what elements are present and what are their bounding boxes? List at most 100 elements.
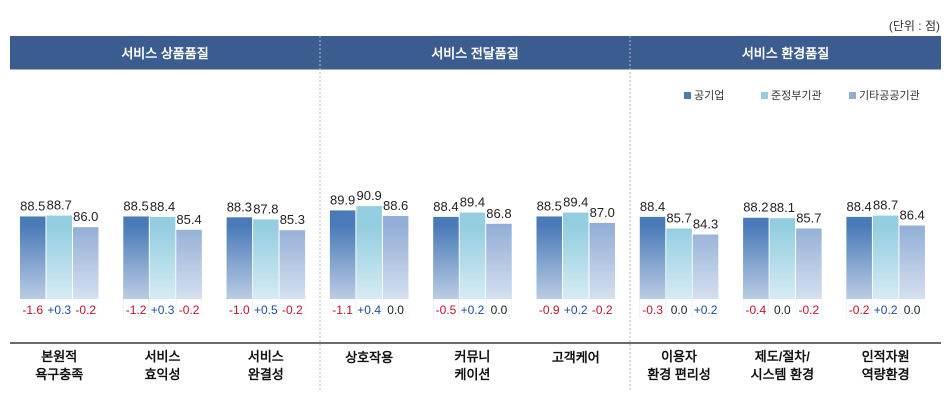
legend-label: 준정부기관 xyxy=(771,89,822,102)
difference-box xyxy=(123,299,149,319)
difference-label: 0.0 xyxy=(904,303,921,317)
difference-label: +0.3 xyxy=(47,303,71,317)
category-label: 상호작용 xyxy=(345,350,393,365)
bar-value-label: 88.3 xyxy=(227,199,252,214)
difference-label: 0.0 xyxy=(671,303,688,317)
bar-value-label: 89.4 xyxy=(460,195,485,210)
difference-label: -0.3 xyxy=(642,303,663,317)
section-headers: 서비스 상품품질 서비스 전달품질 서비스 환경품질 xyxy=(10,36,941,71)
difference-label: -1.0 xyxy=(229,303,250,317)
section-header-bg xyxy=(320,36,630,70)
difference-box xyxy=(356,299,382,319)
difference-label: +0.2 xyxy=(564,303,588,317)
section-header-bg xyxy=(630,36,941,70)
legend: 공기업 준정부기관 기타공공기관 xyxy=(684,89,920,102)
difference-labels: -1.6 +0.3 -0.2 -1.2 +0.3 -0.2 -1.0 +0.5 -0.2 -1.1… xyxy=(20,299,925,319)
value-labels: 88.5 88.786.088.5 88.485.488.3 87.885.389.9… xyxy=(20,188,925,231)
difference-box xyxy=(73,299,99,319)
difference-box xyxy=(589,299,615,319)
difference-label: -1.6 xyxy=(22,303,43,317)
difference-box xyxy=(433,299,459,319)
bar-value-label: 88.5 xyxy=(123,198,148,213)
bar-value-label: 87.0 xyxy=(590,205,615,220)
category-label: 케이션 xyxy=(455,367,491,382)
difference-label: -0.2 xyxy=(282,303,303,317)
difference-box xyxy=(149,299,176,319)
category-label: 환경 편리성 xyxy=(647,367,710,382)
bar-value-label: 88.7 xyxy=(873,198,898,213)
difference-label: -0.2 xyxy=(799,303,820,317)
bar-value-label: 89.4 xyxy=(563,195,588,210)
difference-box xyxy=(20,299,46,319)
difference-label: 0.0 xyxy=(491,303,508,317)
difference-box xyxy=(872,299,899,319)
unit-note: (단위 : 점) xyxy=(888,19,940,33)
difference-box xyxy=(692,299,719,319)
difference-label: +0.5 xyxy=(254,303,278,317)
category-label: 이용자 xyxy=(661,349,697,364)
bar-value-label: 85.4 xyxy=(176,212,201,227)
category-label: 서비스 xyxy=(145,349,181,364)
bar-value-label: 90.9 xyxy=(356,188,381,203)
category-label: 역량환경 xyxy=(862,367,910,382)
difference-label: +0.3 xyxy=(151,303,175,317)
bar-value-label: 88.5 xyxy=(537,198,562,213)
bar-value-label: 84.3 xyxy=(693,217,718,232)
difference-box xyxy=(253,299,279,319)
category-label: 욕구충족 xyxy=(35,367,83,382)
difference-label: -0.2 xyxy=(179,303,200,317)
difference-box xyxy=(639,299,666,319)
bar-value-label: 85.7 xyxy=(666,210,691,225)
bar-value-label: 89.9 xyxy=(330,192,355,207)
difference-label: -0.4 xyxy=(746,303,767,317)
bar-value-label: 88.2 xyxy=(743,200,768,215)
section-header-bg xyxy=(10,36,320,70)
difference-label: 0.0 xyxy=(387,303,404,317)
difference-label: -0.5 xyxy=(436,303,457,317)
legend-swatch xyxy=(849,92,856,99)
category-label: 본원적 xyxy=(41,349,77,364)
bar-value-label: 88.4 xyxy=(150,199,175,214)
difference-label: -0.2 xyxy=(592,303,613,317)
category-label: 완결성 xyxy=(248,367,284,382)
difference-label: +0.4 xyxy=(357,303,381,317)
bar-value-label: 88.5 xyxy=(20,198,45,213)
legend-label: 공기업 xyxy=(694,89,724,102)
bar-value-label: 88.6 xyxy=(383,198,408,213)
category-label: 제도/절차/ xyxy=(755,349,810,364)
difference-label: -1.1 xyxy=(332,303,353,317)
section-title: 서비스 상품품질 xyxy=(121,46,208,61)
bar-value-label: 88.1 xyxy=(770,200,795,215)
difference-label: -0.2 xyxy=(849,303,870,317)
bar-value-label: 85.3 xyxy=(280,212,305,227)
bar-value-label: 87.8 xyxy=(253,201,278,216)
difference-box xyxy=(486,299,512,319)
category-label: 고객케어 xyxy=(552,350,600,365)
bar-value-label: 86.8 xyxy=(486,206,511,221)
difference-label: -0.2 xyxy=(75,303,96,317)
category-label: 시스템 환경 xyxy=(751,367,814,382)
difference-box xyxy=(176,299,202,319)
difference-box xyxy=(46,299,72,319)
difference-box xyxy=(382,299,409,319)
difference-box xyxy=(459,299,486,319)
difference-box xyxy=(796,299,822,319)
bar-value-label: 86.4 xyxy=(899,207,924,222)
bar-value-label: 88.4 xyxy=(846,199,871,214)
difference-box xyxy=(563,299,589,319)
difference-label: +0.2 xyxy=(461,303,485,317)
legend-label: 기타공공기관 xyxy=(859,89,920,102)
category-label: 인적자원 xyxy=(862,349,910,364)
difference-box xyxy=(536,299,562,319)
difference-box xyxy=(899,299,925,319)
difference-label: -1.2 xyxy=(126,303,147,317)
bar-value-label: 88.4 xyxy=(433,199,458,214)
category-label: 서비스 xyxy=(248,349,284,364)
difference-label: +0.2 xyxy=(874,303,898,317)
bar-value-label: 85.7 xyxy=(796,210,821,225)
difference-box xyxy=(743,299,769,319)
difference-label: +0.2 xyxy=(694,303,718,317)
legend-swatch xyxy=(684,92,691,99)
